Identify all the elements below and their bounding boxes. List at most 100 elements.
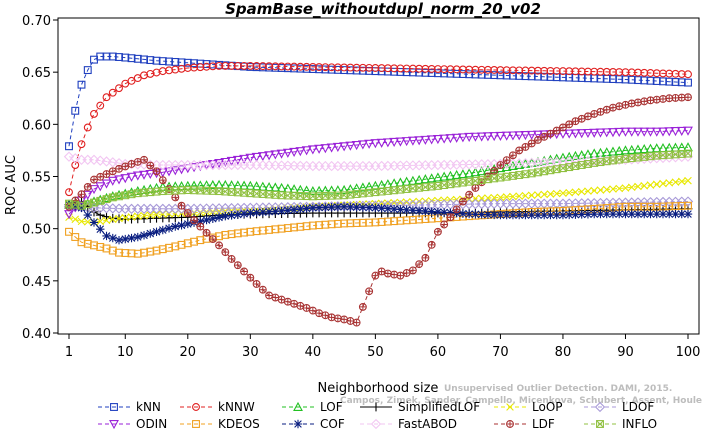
- data-point-cross: [291, 300, 297, 307]
- data-point-cross: [109, 168, 116, 175]
- data-point: [332, 142, 343, 153]
- x-tick-label: 30: [242, 345, 259, 360]
- series-line-lof: [68, 146, 689, 207]
- data-point-cross: [610, 104, 616, 111]
- data-point: [446, 213, 455, 222]
- data-point: [665, 209, 674, 219]
- data-point-cross: [560, 124, 566, 131]
- data-point: [564, 129, 575, 139]
- data-point-x: [384, 187, 392, 195]
- data-point-x: [571, 162, 580, 170]
- data-point: [465, 195, 473, 203]
- data-point: [121, 213, 130, 222]
- data-point: [482, 132, 493, 142]
- data-point: [301, 185, 312, 195]
- data-point-x: [109, 193, 117, 202]
- data-point-x: [84, 200, 92, 208]
- data-point: [139, 231, 149, 240]
- data-point-x: [609, 156, 617, 165]
- data-point: [458, 197, 467, 206]
- data-point: [71, 215, 80, 224]
- data-point-x: [390, 186, 398, 195]
- data-point: [70, 153, 81, 164]
- data-point: [182, 180, 193, 190]
- data-point: [65, 142, 73, 151]
- data-point-cross: [353, 319, 360, 326]
- data-point: [121, 79, 130, 88]
- data-point: [202, 215, 211, 225]
- data-point: [164, 167, 174, 177]
- data-point-x: [371, 188, 380, 196]
- data-point: [477, 210, 486, 219]
- data-point: [658, 209, 668, 219]
- data-point-cross: [453, 206, 460, 213]
- y-tick-label: 0.65: [22, 66, 51, 81]
- data-point-x: [596, 158, 605, 166]
- data-point: [496, 210, 505, 220]
- data-point-x: [315, 192, 323, 200]
- data-point-cross: [435, 228, 441, 235]
- data-point: [407, 175, 418, 185]
- data-point: [339, 184, 350, 195]
- data-point: [252, 208, 261, 217]
- data-point: [684, 176, 692, 185]
- data-point-cross: [335, 315, 341, 322]
- data-point-cross: [147, 162, 154, 169]
- data-point: [71, 106, 80, 115]
- data-point-cross: [372, 272, 379, 279]
- data-point: [621, 184, 630, 192]
- data-point: [508, 131, 518, 141]
- data-point-x: [446, 180, 455, 188]
- data-point: [364, 203, 374, 212]
- data-point: [476, 166, 487, 176]
- data-point: [164, 224, 174, 233]
- data-point: [71, 161, 80, 169]
- data-point: [395, 137, 406, 147]
- data-point: [426, 135, 437, 145]
- data-point-cross: [310, 307, 316, 314]
- data-point-x: [171, 186, 180, 195]
- data-point: [102, 231, 111, 241]
- data-point: [277, 206, 286, 216]
- data-point-cross: [153, 168, 160, 175]
- data-point-x: [352, 190, 361, 198]
- data-point: [208, 235, 217, 244]
- data-point: [589, 128, 600, 138]
- data-point-cross: [653, 96, 660, 103]
- data-point-x: [165, 187, 173, 195]
- data-point-x: [96, 197, 105, 205]
- data-point: [158, 225, 167, 235]
- data-point: [470, 132, 481, 142]
- data-point-x: [252, 189, 261, 198]
- data-point: [477, 194, 486, 203]
- data-point-x: [471, 177, 480, 185]
- data-point: [471, 210, 480, 219]
- data-point: [289, 205, 299, 214]
- data-point: [509, 192, 517, 201]
- data-point: [95, 155, 106, 166]
- data-point: [408, 266, 417, 275]
- data-point: [640, 181, 649, 190]
- legend-marker: [109, 420, 119, 430]
- data-point: [102, 170, 111, 179]
- data-point-x: [290, 191, 298, 200]
- data-point: [282, 148, 293, 158]
- data-point: [683, 209, 693, 219]
- legend-item-cof: COF: [282, 417, 345, 431]
- data-point: [345, 141, 356, 151]
- data-point-cross: [272, 294, 279, 301]
- data-point: [646, 209, 655, 219]
- series-knnw: [65, 61, 692, 197]
- data-point-cross: [460, 198, 466, 205]
- data-point: [451, 133, 462, 143]
- data-point: [190, 216, 199, 225]
- data-point: [83, 123, 92, 132]
- data-point: [83, 218, 92, 226]
- data-point: [439, 134, 450, 144]
- legend-marker-x: [596, 420, 604, 428]
- data-point: [82, 190, 93, 200]
- data-point-cross: [485, 173, 491, 180]
- data-point: [346, 202, 355, 212]
- data-point: [320, 144, 331, 154]
- data-point: [239, 154, 249, 164]
